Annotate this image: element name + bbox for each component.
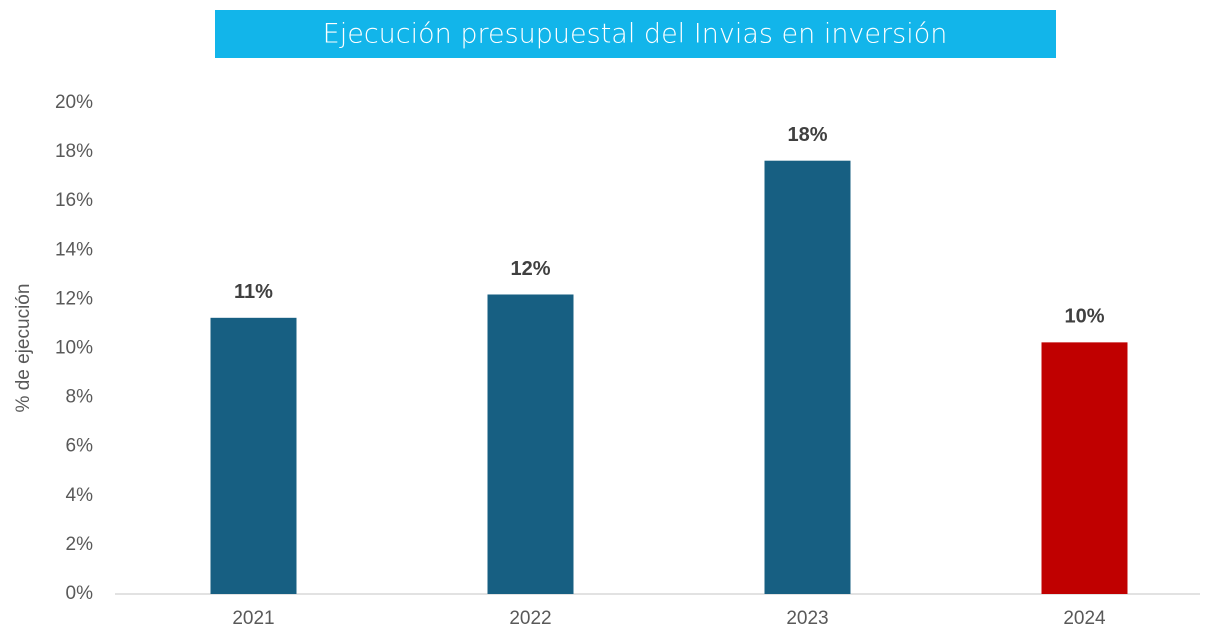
data-label: 18%	[787, 124, 827, 146]
y-tick-label: 10%	[55, 338, 93, 359]
y-axis-label: % de ejecución	[13, 284, 34, 413]
data-label: 10%	[1064, 306, 1104, 328]
bar	[210, 317, 297, 594]
y-tick-label: 2%	[66, 534, 94, 555]
title-box	[215, 10, 1056, 58]
y-tick-label: 16%	[55, 190, 93, 211]
x-tick-label: 2021	[232, 608, 274, 629]
y-tick-label: 18%	[55, 141, 93, 162]
y-tick-label: 8%	[66, 387, 94, 408]
chart-title: Ejecución presupuestal del Invias en inv…	[323, 19, 948, 50]
y-tick-label: 0%	[66, 583, 94, 604]
y-tick-label: 4%	[66, 485, 94, 506]
x-tick-label: 2023	[786, 608, 828, 629]
y-tick-label: 6%	[66, 436, 94, 457]
bar	[487, 294, 574, 594]
data-label: 11%	[234, 281, 273, 303]
data-label: 12%	[510, 258, 550, 280]
x-tick-label: 2022	[509, 608, 551, 629]
bar	[1041, 342, 1128, 594]
bar	[764, 160, 851, 594]
y-tick-label: 14%	[55, 239, 93, 260]
y-tick-label: 12%	[55, 288, 93, 309]
x-tick-label: 2024	[1063, 608, 1106, 629]
y-tick-label: 20%	[55, 92, 93, 113]
